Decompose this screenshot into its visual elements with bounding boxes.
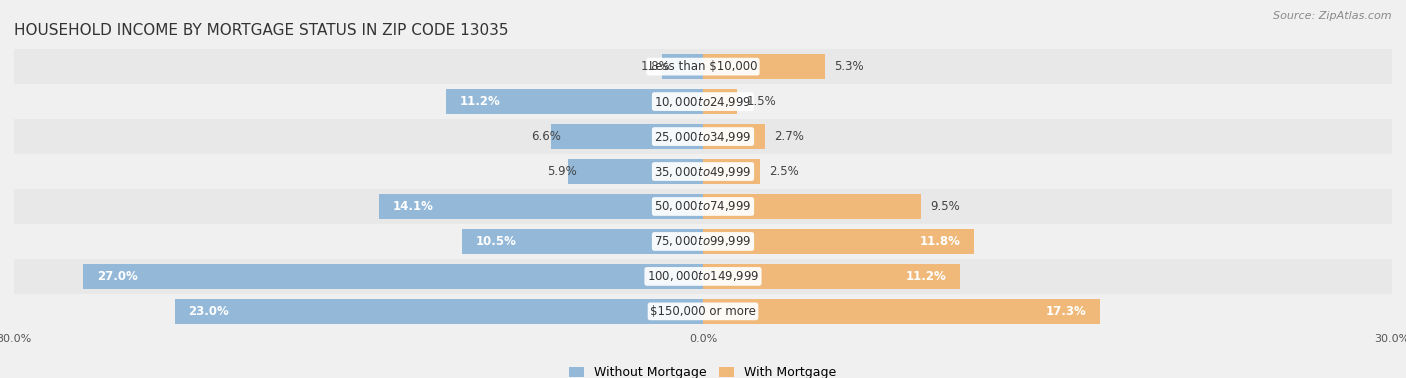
Text: 1.8%: 1.8%: [641, 60, 671, 73]
Bar: [446, 89, 703, 114]
Text: 5.3%: 5.3%: [834, 60, 863, 73]
Text: 2.7%: 2.7%: [775, 130, 804, 143]
Text: Source: ZipAtlas.com: Source: ZipAtlas.com: [1274, 11, 1392, 21]
Bar: [703, 229, 974, 254]
Text: $75,000 to $99,999: $75,000 to $99,999: [654, 234, 752, 248]
Bar: [568, 159, 703, 184]
Bar: [703, 299, 1101, 324]
Bar: [703, 54, 825, 79]
Text: 5.9%: 5.9%: [547, 165, 576, 178]
Text: 17.3%: 17.3%: [1046, 305, 1087, 318]
Text: HOUSEHOLD INCOME BY MORTGAGE STATUS IN ZIP CODE 13035: HOUSEHOLD INCOME BY MORTGAGE STATUS IN Z…: [14, 23, 509, 38]
Text: 11.8%: 11.8%: [920, 235, 960, 248]
Bar: [461, 229, 703, 254]
Bar: [703, 194, 921, 219]
Bar: [703, 264, 960, 289]
Text: $25,000 to $34,999: $25,000 to $34,999: [654, 130, 752, 144]
Bar: [14, 224, 1392, 259]
Text: $50,000 to $74,999: $50,000 to $74,999: [654, 200, 752, 214]
Text: $150,000 or more: $150,000 or more: [650, 305, 756, 318]
Text: 14.1%: 14.1%: [392, 200, 434, 213]
Text: 11.2%: 11.2%: [460, 95, 501, 108]
Bar: [14, 49, 1392, 84]
Bar: [703, 159, 761, 184]
Text: 11.2%: 11.2%: [905, 270, 946, 283]
Text: $35,000 to $49,999: $35,000 to $49,999: [654, 164, 752, 178]
Legend: Without Mortgage, With Mortgage: Without Mortgage, With Mortgage: [564, 361, 842, 378]
Bar: [174, 299, 703, 324]
Bar: [551, 124, 703, 149]
Text: 10.5%: 10.5%: [475, 235, 516, 248]
Bar: [703, 124, 765, 149]
Bar: [703, 89, 738, 114]
Bar: [14, 189, 1392, 224]
Bar: [14, 294, 1392, 329]
Bar: [14, 154, 1392, 189]
Text: 6.6%: 6.6%: [530, 130, 561, 143]
Bar: [662, 54, 703, 79]
Text: 2.5%: 2.5%: [769, 165, 800, 178]
Bar: [14, 119, 1392, 154]
Text: 23.0%: 23.0%: [188, 305, 229, 318]
Text: 27.0%: 27.0%: [97, 270, 138, 283]
Bar: [14, 259, 1392, 294]
Bar: [380, 194, 703, 219]
Text: $10,000 to $24,999: $10,000 to $24,999: [654, 94, 752, 108]
Bar: [14, 84, 1392, 119]
Bar: [83, 264, 703, 289]
Text: 1.5%: 1.5%: [747, 95, 776, 108]
Text: Less than $10,000: Less than $10,000: [648, 60, 758, 73]
Text: $100,000 to $149,999: $100,000 to $149,999: [647, 270, 759, 284]
Text: 9.5%: 9.5%: [931, 200, 960, 213]
